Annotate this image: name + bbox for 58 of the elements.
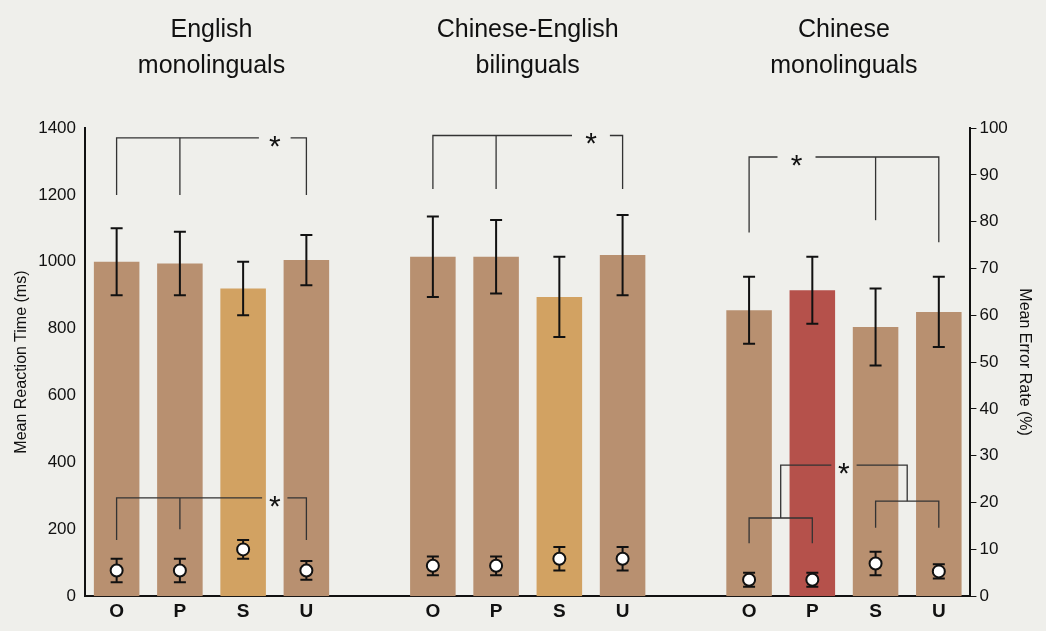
y2-tick-label: 10: [979, 539, 999, 559]
y-tick-label: 1000: [38, 251, 77, 271]
y2-tick-label: 50: [979, 351, 999, 371]
x-tick-label: S: [236, 599, 250, 621]
point: [615, 551, 630, 566]
annotation: *: [585, 126, 598, 160]
bar: [410, 256, 456, 597]
bar: [157, 263, 203, 597]
y-tick-label: 1200: [38, 184, 77, 204]
point: [109, 563, 124, 578]
y2-tick-label: 60: [979, 304, 999, 324]
point: [172, 563, 187, 578]
text: Chinese monolinguals: [769, 13, 919, 80]
x-tick-label: O: [109, 599, 125, 621]
point: [868, 556, 883, 571]
y2-axis-title: Mean Error Rate (%): [1016, 288, 1034, 436]
bar: [599, 255, 646, 597]
bar: [852, 326, 899, 597]
bar: [726, 310, 772, 597]
y-tick-label: 800: [47, 318, 77, 338]
y-tick-label: 0: [66, 585, 77, 605]
text: English monolinguals: [136, 13, 287, 80]
point: [552, 551, 567, 566]
y2-tick-label: 30: [979, 445, 999, 465]
bar: [220, 288, 266, 597]
y2-tick-label: 80: [979, 211, 999, 231]
annotation: *: [838, 456, 851, 490]
x-tick-label: P: [805, 599, 819, 621]
x-tick-label: S: [553, 599, 566, 621]
y2-tick-label: 70: [979, 258, 999, 278]
annotation: *: [268, 488, 281, 522]
bar: [473, 256, 519, 597]
y2-tick-label: 0: [979, 585, 989, 605]
x-tick-label: O: [741, 599, 757, 621]
x-tick-label: O: [425, 599, 441, 621]
y-axis-title: Mean Reaction Time (ms): [12, 270, 30, 454]
annotation: *: [268, 128, 281, 162]
y-tick-label: 400: [47, 452, 77, 472]
bar: [916, 311, 962, 597]
x-tick-label: P: [489, 599, 503, 621]
y2-tick-label: 40: [979, 398, 999, 418]
x-tick-label: P: [173, 599, 187, 621]
y-tick-label: 600: [47, 385, 77, 405]
x-tick-label: U: [931, 599, 946, 621]
bar: [789, 290, 836, 597]
bar: [536, 296, 583, 597]
y-tick-label: 200: [47, 519, 77, 538]
bar: [93, 261, 140, 597]
y2-tick-label: 100: [979, 117, 1008, 137]
y2-tick-label: 90: [979, 164, 999, 184]
x-tick-label: U: [615, 599, 630, 621]
text: Chinese-English bilinguals: [435, 13, 620, 80]
bar: [283, 260, 330, 597]
annotation: *: [790, 148, 803, 182]
y2-tick-label: 20: [979, 492, 999, 512]
x-tick-label: S: [869, 599, 882, 621]
x-tick-label: U: [299, 599, 314, 621]
y-tick-label: 1400: [38, 117, 77, 137]
